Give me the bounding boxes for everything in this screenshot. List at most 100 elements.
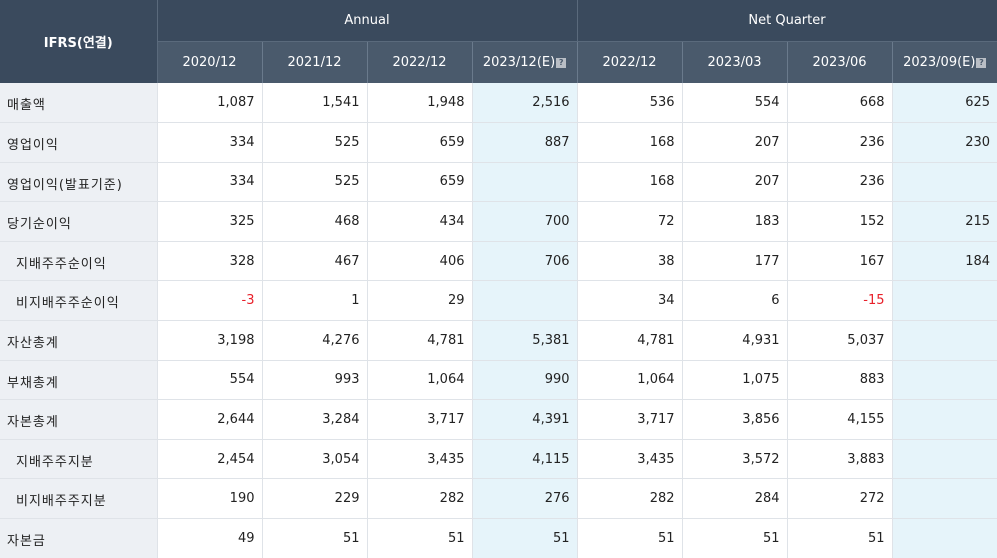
period-header-quarter: 2023/03 bbox=[682, 41, 788, 83]
value-cell: 167 bbox=[787, 241, 893, 282]
period-label: 2022/12 bbox=[392, 55, 447, 70]
value-cell: 38 bbox=[577, 241, 683, 282]
value-cell: 230 bbox=[892, 122, 997, 163]
value-cell: 328 bbox=[157, 241, 263, 282]
table-row: 영업이익(발표기준) 334 525 659 168 207 236 bbox=[0, 162, 997, 203]
value-cell: 659 bbox=[367, 162, 473, 203]
period-label: 2023/03 bbox=[707, 55, 762, 70]
period-label: 2023/12(E) bbox=[482, 55, 556, 70]
value-cell: 325 bbox=[157, 201, 263, 242]
value-cell: 29 bbox=[367, 280, 473, 322]
value-cell: 2,454 bbox=[157, 439, 263, 480]
value-cell: 4,391 bbox=[472, 399, 578, 440]
value-cell: 468 bbox=[262, 201, 368, 242]
period-label: 2021/12 bbox=[287, 55, 342, 70]
value-cell: 184 bbox=[892, 241, 997, 282]
value-cell: 3,435 bbox=[577, 439, 683, 480]
row-label: 지배주주지분 bbox=[0, 439, 158, 480]
value-cell: 554 bbox=[682, 83, 788, 124]
value-cell: 3,883 bbox=[787, 439, 893, 480]
table-row: 자본총계 2,644 3,284 3,717 4,391 3,717 3,856 4,155 bbox=[0, 399, 997, 440]
value-cell: 1,064 bbox=[367, 360, 473, 401]
table-row: 지배주주지분 2,454 3,054 3,435 4,115 3,435 3,572 3,88… bbox=[0, 439, 997, 480]
period-header-annual: 2022/12 bbox=[367, 41, 473, 83]
table-row: 비지배주주순이익 -3 1 29 34 6 -15 bbox=[0, 280, 997, 322]
value-cell: 4,276 bbox=[262, 320, 368, 361]
value-cell: 168 bbox=[577, 122, 683, 163]
value-cell: 3,856 bbox=[682, 399, 788, 440]
value-cell: 284 bbox=[682, 478, 788, 520]
value-cell: 3,054 bbox=[262, 439, 368, 480]
row-label: 영업이익 bbox=[0, 122, 158, 163]
value-cell: 207 bbox=[682, 122, 788, 163]
value-cell: -3 bbox=[157, 280, 263, 322]
value-cell: 282 bbox=[367, 478, 473, 520]
value-cell bbox=[892, 439, 997, 480]
value-cell: 177 bbox=[682, 241, 788, 282]
value-cell: 49 bbox=[157, 518, 263, 558]
value-cell: 1,948 bbox=[367, 83, 473, 124]
row-label: 자본금 bbox=[0, 518, 158, 558]
value-cell bbox=[892, 518, 997, 558]
row-label: 당기순이익 bbox=[0, 201, 158, 242]
value-cell: 3,717 bbox=[577, 399, 683, 440]
value-cell: 236 bbox=[787, 162, 893, 203]
value-cell: 4,781 bbox=[577, 320, 683, 361]
value-cell: 625 bbox=[892, 83, 997, 124]
row-label: 비지배주주지분 bbox=[0, 478, 158, 520]
value-cell: 4,115 bbox=[472, 439, 578, 480]
period-header-annual: 2023/12(E)? bbox=[472, 41, 578, 83]
value-cell: 272 bbox=[787, 478, 893, 520]
value-cell: 536 bbox=[577, 83, 683, 124]
value-cell: 525 bbox=[262, 122, 368, 163]
value-cell: 168 bbox=[577, 162, 683, 203]
value-cell: 1,064 bbox=[577, 360, 683, 401]
value-cell: 990 bbox=[472, 360, 578, 401]
value-cell: 183 bbox=[682, 201, 788, 242]
value-cell: 72 bbox=[577, 201, 683, 242]
period-header-annual: 2020/12 bbox=[157, 41, 263, 83]
value-cell: -15 bbox=[787, 280, 893, 322]
value-cell: 207 bbox=[682, 162, 788, 203]
value-cell: 51 bbox=[682, 518, 788, 558]
value-cell: 1,541 bbox=[262, 83, 368, 124]
period-label: 2023/09(E) bbox=[903, 55, 976, 70]
period-label: 2023/06 bbox=[812, 55, 867, 70]
period-label: 2020/12 bbox=[182, 55, 237, 70]
value-cell: 51 bbox=[787, 518, 893, 558]
value-cell: 467 bbox=[262, 241, 368, 282]
table-row: 부채총계 554 993 1,064 990 1,064 1,075 883 bbox=[0, 360, 997, 401]
value-cell: 152 bbox=[787, 201, 893, 242]
value-cell: 236 bbox=[787, 122, 893, 163]
value-cell: 3,435 bbox=[367, 439, 473, 480]
value-cell bbox=[472, 280, 578, 322]
ifrs-consolidated-header: IFRS(연결) bbox=[0, 0, 158, 83]
table-row: 자본금 49 51 51 51 51 51 51 bbox=[0, 518, 997, 558]
value-cell: 4,931 bbox=[682, 320, 788, 361]
value-cell: 282 bbox=[577, 478, 683, 520]
value-cell bbox=[892, 162, 997, 203]
value-cell: 883 bbox=[787, 360, 893, 401]
value-cell: 3,198 bbox=[157, 320, 263, 361]
value-cell: 276 bbox=[472, 478, 578, 520]
value-cell bbox=[892, 280, 997, 322]
estimate-help-icon[interactable]: ? bbox=[976, 58, 987, 68]
value-cell: 4,781 bbox=[367, 320, 473, 361]
table-row: 지배주주순이익 328 467 406 706 38 177 167 184 bbox=[0, 241, 997, 282]
value-cell: 334 bbox=[157, 122, 263, 163]
value-cell: 6 bbox=[682, 280, 788, 322]
value-cell: 229 bbox=[262, 478, 368, 520]
net-quarter-group-header: Net Quarter bbox=[577, 0, 997, 42]
value-cell: 34 bbox=[577, 280, 683, 322]
row-label: 영업이익(발표기준) bbox=[0, 162, 158, 203]
value-cell bbox=[892, 399, 997, 440]
value-cell: 2,516 bbox=[472, 83, 578, 124]
value-cell: 4,155 bbox=[787, 399, 893, 440]
value-cell: 525 bbox=[262, 162, 368, 203]
value-cell: 406 bbox=[367, 241, 473, 282]
period-header-annual: 2021/12 bbox=[262, 41, 368, 83]
period-label: 2022/12 bbox=[602, 55, 657, 70]
table-row: 자산총계 3,198 4,276 4,781 5,381 4,781 4,931 5,037 bbox=[0, 320, 997, 361]
annual-group-header: Annual bbox=[157, 0, 578, 42]
estimate-help-icon[interactable]: ? bbox=[556, 58, 567, 68]
